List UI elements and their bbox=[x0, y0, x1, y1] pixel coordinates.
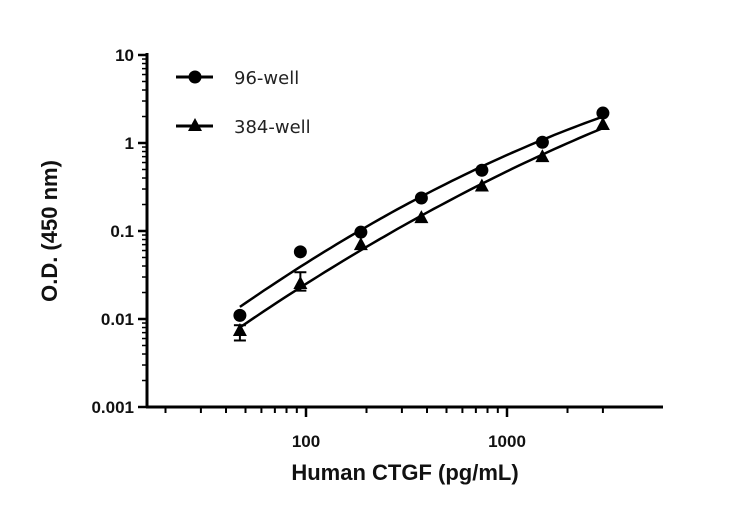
legend-label: 384-well bbox=[234, 117, 311, 138]
data-point-384-well bbox=[535, 149, 550, 163]
data-point-384-well bbox=[293, 275, 308, 289]
data-point-96-well bbox=[414, 191, 428, 205]
data-point-96-well bbox=[354, 225, 368, 239]
axes bbox=[138, 53, 663, 417]
data-point-384-well bbox=[414, 210, 429, 224]
data-point-96-well bbox=[535, 135, 549, 149]
y-tick-label: 10 bbox=[115, 46, 134, 65]
marks bbox=[232, 106, 610, 342]
data-point-384-well bbox=[595, 117, 610, 131]
data-point-384-well bbox=[353, 237, 368, 251]
data-point-384-well bbox=[232, 323, 247, 337]
legend-label: 96-well bbox=[234, 68, 299, 89]
fit-curve-384-well bbox=[239, 126, 604, 329]
legend: 96-well 384-well bbox=[176, 68, 311, 138]
data-point-96-well bbox=[233, 308, 247, 322]
data-point-96-well bbox=[596, 106, 610, 120]
y-axis-label: O.D. (450 nm) bbox=[37, 160, 62, 302]
y-tick-label: 0.1 bbox=[110, 222, 134, 241]
data-point-96-well bbox=[475, 163, 489, 177]
data-point-384-well bbox=[474, 178, 489, 192]
y-tick-label: 0.01 bbox=[101, 310, 134, 329]
x-tick-label: 1000 bbox=[488, 432, 526, 451]
x-tick-label: 100 bbox=[292, 432, 320, 451]
y-tick-label: 1 bbox=[125, 134, 134, 153]
legend-triangle-marker bbox=[188, 118, 202, 131]
legend-circle-marker bbox=[188, 70, 202, 84]
data-point-96-well bbox=[293, 245, 307, 259]
y-tick-label: 0.001 bbox=[91, 398, 134, 417]
x-axis-label: Human CTGF (pg/mL) bbox=[291, 460, 518, 485]
